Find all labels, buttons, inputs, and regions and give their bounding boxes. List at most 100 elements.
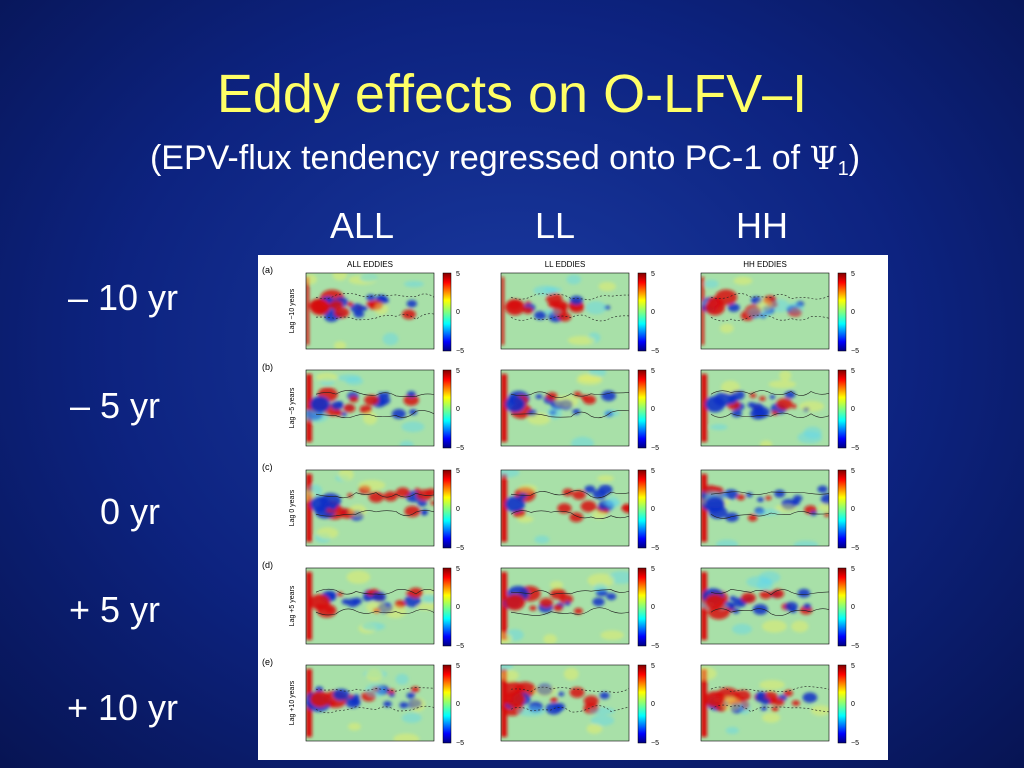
colorbar-tick: 5	[456, 468, 460, 475]
map-panel	[500, 369, 630, 447]
colorbar-tick: −5	[456, 348, 464, 355]
colorbar	[442, 272, 452, 352]
subtitle-text: (EPV-flux tendency regressed onto PC-1 o…	[149, 139, 810, 177]
panel-ylabel: Lag +10 years	[289, 680, 296, 725]
colorbar-tick: 0	[851, 506, 855, 513]
panel-letter: (d)	[262, 560, 273, 570]
slide-title: Eddy effects on O-LFV–I	[216, 64, 808, 124]
row-label-plus-10: + 10 yr	[66, 687, 178, 728]
panel-header: ALL EDDIES	[347, 260, 393, 269]
panel-header: HH EDDIES	[743, 260, 787, 269]
colorbar	[637, 469, 647, 549]
colorbar-tick: 5	[651, 368, 655, 375]
map-panel	[700, 567, 830, 645]
row-label-minus-10: – 10 yr	[67, 277, 178, 318]
colorbar	[637, 664, 647, 744]
panel-ylabel: Lag −5 years	[289, 387, 296, 428]
colorbar-tick: 5	[851, 468, 855, 475]
colorbar	[442, 664, 452, 744]
colorbar	[837, 469, 847, 549]
colorbar	[442, 567, 452, 647]
eddy-figure: ALL EDDIES LL EDDIES HH EDDIES (a) Lag −10 y…	[258, 255, 888, 760]
colorbar-tick: −5	[456, 643, 464, 650]
colorbar	[837, 664, 847, 744]
colorbar-tick: 5	[851, 271, 855, 278]
colorbar-tick: 0	[851, 406, 855, 413]
panel-letter: (a)	[262, 265, 273, 275]
map-panel	[500, 567, 630, 645]
colorbar	[837, 272, 847, 352]
map-panel	[305, 272, 435, 350]
panel-letter: (b)	[262, 362, 273, 372]
panel-ylabel: Lag +5 years	[289, 585, 296, 626]
colorbar	[442, 469, 452, 549]
colorbar	[442, 369, 452, 449]
map-panel	[700, 272, 830, 350]
row-label-zero: 0 yr	[99, 491, 160, 532]
colorbar-tick: 0	[651, 506, 655, 513]
colorbar-tick: −5	[651, 545, 659, 552]
colorbar	[637, 272, 647, 352]
colorbar	[637, 369, 647, 449]
colorbar-tick: 5	[651, 271, 655, 278]
map-panel	[700, 469, 830, 547]
colorbar-tick: 0	[651, 604, 655, 611]
colorbar-tick: −5	[651, 643, 659, 650]
map-panel	[700, 369, 830, 447]
row-label-plus-5: + 5 yr	[68, 589, 160, 630]
panel-letter: (e)	[262, 657, 273, 667]
map-panel	[500, 469, 630, 547]
colorbar-tick: 0	[851, 604, 855, 611]
map-panel	[500, 664, 630, 742]
colorbar-tick: 5	[456, 663, 460, 670]
map-panel	[305, 664, 435, 742]
map-panel	[305, 369, 435, 447]
colorbar-tick: 0	[456, 309, 460, 316]
colorbar-tick: 0	[651, 309, 655, 316]
colorbar-tick: −5	[651, 740, 659, 747]
row-label-minus-5: – 5 yr	[69, 385, 160, 426]
colorbar-tick: 0	[651, 701, 655, 708]
map-panel	[500, 272, 630, 350]
panel-header: LL EDDIES	[545, 260, 586, 269]
colorbar	[837, 567, 847, 647]
colorbar-tick: 0	[456, 406, 460, 413]
panel-ylabel: Lag 0 years	[289, 489, 296, 526]
slide-subtitle: (EPV-flux tendency regressed onto PC-1 o…	[0, 136, 1010, 191]
colorbar-tick: 5	[456, 271, 460, 278]
colorbar-tick: 0	[851, 309, 855, 316]
column-heading-hh: HH	[736, 205, 788, 246]
eddy-figure-svg: ALL EDDIES LL EDDIES HH EDDIES (a) Lag −10 y…	[262, 260, 859, 747]
colorbar-tick: 0	[456, 604, 460, 611]
colorbar-tick: 5	[851, 368, 855, 375]
colorbar-tick: 0	[651, 406, 655, 413]
colorbar-tick: 5	[651, 566, 655, 573]
colorbar-tick: 0	[456, 506, 460, 513]
map-panel	[305, 469, 435, 547]
colorbar	[837, 369, 847, 449]
colorbar-tick: 5	[651, 468, 655, 475]
colorbar-tick: −5	[851, 445, 859, 452]
colorbar-tick: −5	[456, 545, 464, 552]
colorbar-tick: −5	[851, 740, 859, 747]
colorbar-tick: 5	[456, 566, 460, 573]
colorbar-tick: −5	[456, 740, 464, 747]
column-heading-all: ALL	[330, 205, 395, 246]
colorbar-tick: 5	[851, 566, 855, 573]
psi-symbol: Ψ	[809, 139, 838, 177]
colorbar-tick: −5	[456, 445, 464, 452]
psi-subscript: 1	[837, 158, 849, 180]
colorbar-tick: −5	[851, 348, 859, 355]
column-heading-ll: LL	[535, 205, 576, 246]
panel-letter: (c)	[262, 462, 273, 472]
colorbar-tick: −5	[851, 545, 859, 552]
map-panel	[700, 664, 830, 742]
colorbar-tick: −5	[851, 643, 859, 650]
colorbar-tick: 5	[851, 663, 855, 670]
colorbar	[637, 567, 647, 647]
colorbar-tick: −5	[651, 445, 659, 452]
colorbar-tick: 5	[456, 368, 460, 375]
panel-ylabel: Lag −10 years	[289, 288, 296, 333]
colorbar-tick: 0	[851, 701, 855, 708]
subtitle-close: )	[848, 139, 861, 177]
